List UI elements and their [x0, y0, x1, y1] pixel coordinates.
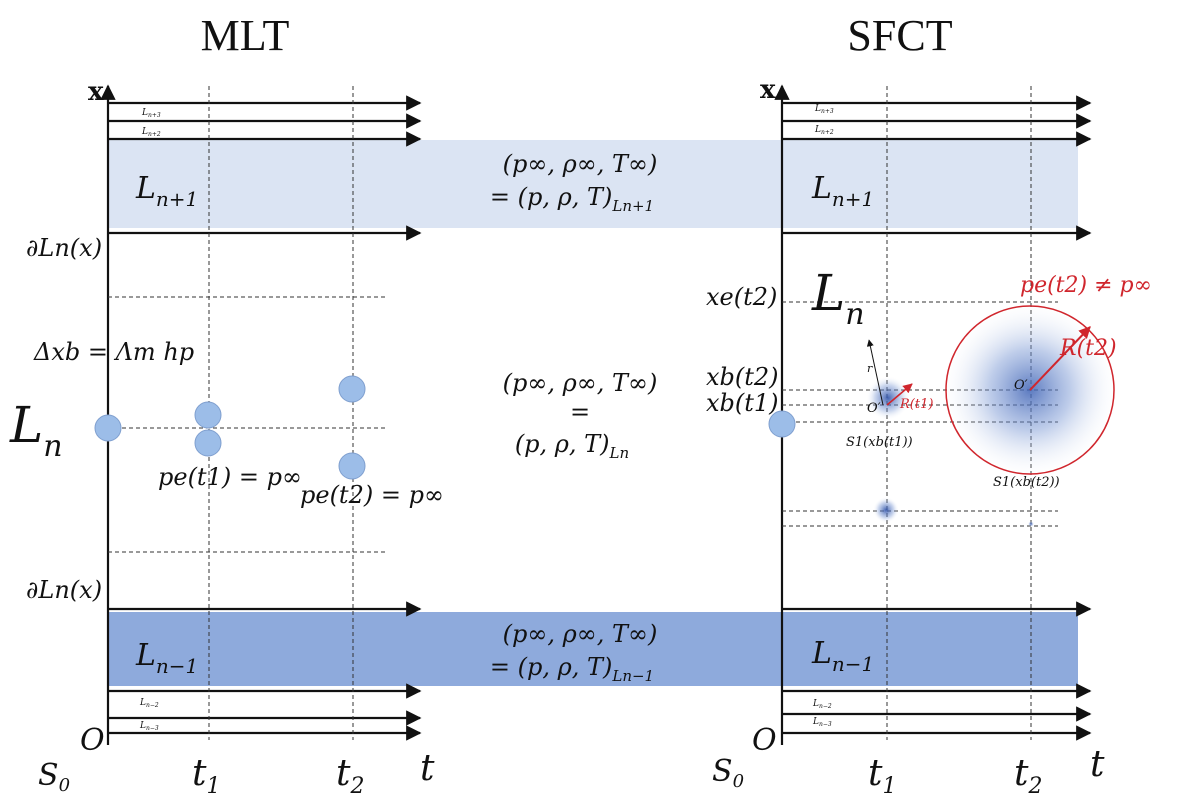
sfct-S1a-label: S1(xb(t1))	[846, 435, 913, 450]
mlt-boundary-bottom-label: ∂Ln(x)	[26, 576, 102, 604]
mlt-thin-label-2: Ln+2	[141, 127, 161, 138]
sfct-R1-label: R(t1)	[899, 397, 933, 412]
eq-upper-line2: = (p, ρ, T)Ln+1	[490, 183, 654, 215]
sfct-R2-arrow	[1029, 326, 1091, 391]
mlt-bubble-t2-upper	[338, 375, 366, 403]
sfct-pe-neq-label: pe(t2) ≠ p∞	[1020, 273, 1152, 298]
eq-lower-line2: = (p, ρ, T)Ln−1	[490, 653, 654, 685]
band-upper	[108, 140, 1078, 228]
eq-lower-line1: (p∞, ρ∞, T∞)	[503, 620, 658, 648]
title-sfct: SFCT	[847, 11, 952, 60]
mlt-label-upper: Ln+1	[135, 171, 198, 211]
sfct-t2-label: t2	[1014, 753, 1042, 799]
sfct-xb2-label: xb(t2)	[706, 363, 779, 391]
sfct-xe-label: xe(t2)	[706, 283, 777, 311]
mlt-bubble-origin	[94, 414, 122, 442]
sfct-x-axis-label: x	[760, 75, 776, 105]
sfct-thin-label-2: Ln+2	[814, 125, 834, 136]
sfct-S1b-label: S1(xb(t2))	[993, 475, 1060, 490]
mlt-delta-label: Δxb = Λm hp	[33, 338, 194, 366]
sfct-fluid-blob-lower	[873, 497, 899, 523]
mlt-pe1-label: pe(t1) = p∞	[158, 463, 302, 491]
sfct-thin-label-4: Ln−3	[812, 717, 832, 728]
sfct-label-lower: Ln−1	[811, 636, 874, 676]
mlt-pe2-label: pe(t2) = p∞	[300, 481, 444, 509]
sfct-fluid-blob-small	[866, 376, 910, 420]
mlt-thin-label-4: Ln−3	[139, 721, 159, 732]
sfct-origin-label: O	[752, 723, 777, 758]
sfct-label-upper: Ln+1	[811, 171, 874, 211]
eq-mid-line1: (p∞, ρ∞, T∞)	[503, 369, 658, 397]
sfct-label-mid: Ln	[811, 264, 865, 332]
sfct-r-arrow	[866, 339, 884, 406]
sfct-R1-arrow	[886, 383, 913, 406]
sfct-fluid-blob-tiny	[1028, 521, 1034, 527]
sfct-fluid-circle	[945, 305, 1115, 475]
mlt-t-axis-label: t	[420, 748, 435, 789]
sfct-surface-label: S0	[712, 754, 744, 792]
eq-mid-line3: (p, ρ, T)Ln	[515, 430, 629, 462]
mlt-x-axis-label: x	[88, 77, 104, 107]
mlt-boundary-top-label: ∂Ln(x)	[26, 234, 102, 262]
mlt-label-mid: Ln	[9, 396, 63, 464]
mlt-surface-label: S0	[38, 758, 70, 796]
band-lower	[108, 612, 1078, 686]
sfct-thin-label-3: Ln−2	[812, 699, 832, 710]
mlt-thin-label-1: Ln+3	[141, 108, 161, 119]
sfct-origin-small: O′	[867, 401, 881, 416]
sfct-bubble-origin	[768, 410, 796, 438]
sfct-thin-label-1: Ln+3	[814, 104, 834, 115]
mlt-t1-label: t1	[192, 753, 220, 799]
sfct-t-axis-label: t	[1090, 744, 1105, 785]
sfct-xb1-label: xb(t1)	[706, 389, 779, 417]
mlt-origin-label: O	[80, 723, 105, 758]
mlt-bubble-t1-upper	[194, 401, 222, 429]
mlt-label-lower: Ln−1	[135, 638, 198, 678]
sfct-r-label: r	[867, 362, 873, 375]
sfct-origin-big: O′	[1014, 378, 1028, 393]
sfct-t1-label: t1	[868, 753, 896, 799]
mlt-bubble-t1-lower	[194, 429, 222, 457]
eq-mid-line2: =	[570, 398, 590, 426]
mlt-t2-label: t2	[336, 753, 364, 799]
mlt-thin-label-3: Ln−2	[139, 698, 159, 709]
eq-upper-line1: (p∞, ρ∞, T∞)	[503, 150, 658, 178]
title-mlt: MLT	[201, 11, 290, 60]
mlt-bubble-t2-lower	[338, 452, 366, 480]
sfct-R2-label: R(t2)	[1059, 336, 1117, 361]
